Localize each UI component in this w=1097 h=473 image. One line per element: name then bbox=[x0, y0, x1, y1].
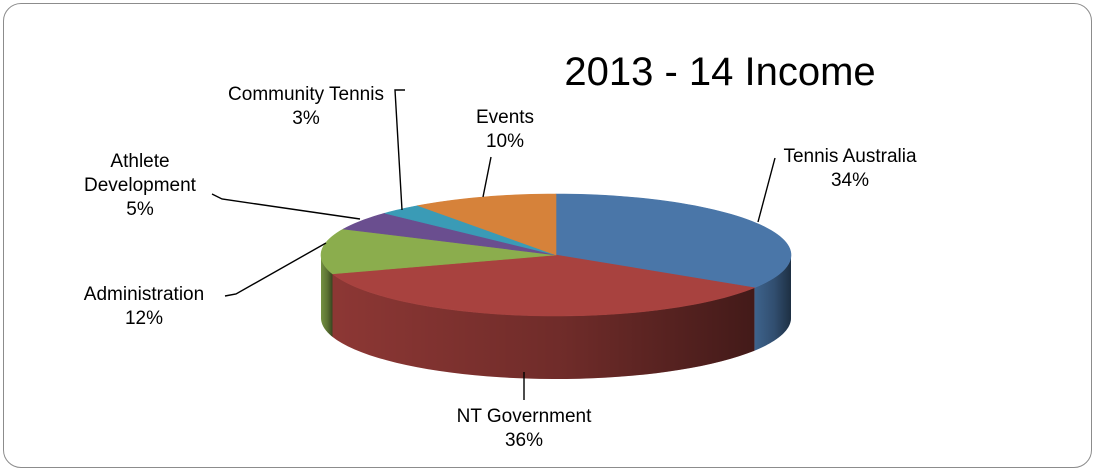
data-label-nt-government: NT Government bbox=[457, 406, 593, 427]
data-value-community-tennis: 3% bbox=[292, 108, 320, 129]
data-label-administration: Administration bbox=[84, 284, 204, 305]
slice-tennis-australia bbox=[555, 193, 792, 289]
data-label-athlete-development-line1: Athlete bbox=[110, 151, 169, 172]
pie-tops bbox=[320, 193, 792, 317]
slice-administration bbox=[320, 228, 557, 275]
leader-line-events bbox=[482, 156, 492, 198]
slice-athlete-development bbox=[342, 212, 557, 256]
pie-sides bbox=[321, 255, 791, 379]
data-label-events: Events bbox=[476, 107, 534, 128]
leader-lines bbox=[211, 89, 776, 400]
slice-side-shade-tennis-australia bbox=[754, 255, 791, 351]
data-label-athlete-development-line2: Development bbox=[84, 175, 197, 196]
data-value-nt-government: 36% bbox=[505, 430, 543, 451]
leader-line-community-tennis bbox=[394, 89, 405, 211]
data-value-athlete-development: 5% bbox=[126, 199, 154, 220]
leader-line-athlete-development bbox=[211, 193, 361, 220]
data-value-administration: 12% bbox=[125, 308, 163, 329]
leader-line-tennis-australia bbox=[757, 157, 776, 223]
slice-nt-government bbox=[331, 254, 756, 317]
chart-title: 2013 - 14 Income bbox=[564, 50, 875, 94]
leader-line-administration bbox=[224, 242, 327, 297]
data-label-community-tennis: Community Tennis bbox=[228, 84, 384, 105]
data-value-events: 10% bbox=[486, 131, 524, 152]
slice-community-tennis bbox=[384, 205, 557, 256]
data-label-tennis-australia: Tennis Australia bbox=[783, 146, 917, 167]
data-value-tennis-australia: 34% bbox=[831, 170, 869, 191]
slice-side-shade-administration bbox=[321, 255, 333, 337]
data-labels: Tennis Australia 34% NT Government 36% Admin… bbox=[84, 84, 917, 451]
slice-side-shade-nt-government bbox=[332, 273, 755, 379]
